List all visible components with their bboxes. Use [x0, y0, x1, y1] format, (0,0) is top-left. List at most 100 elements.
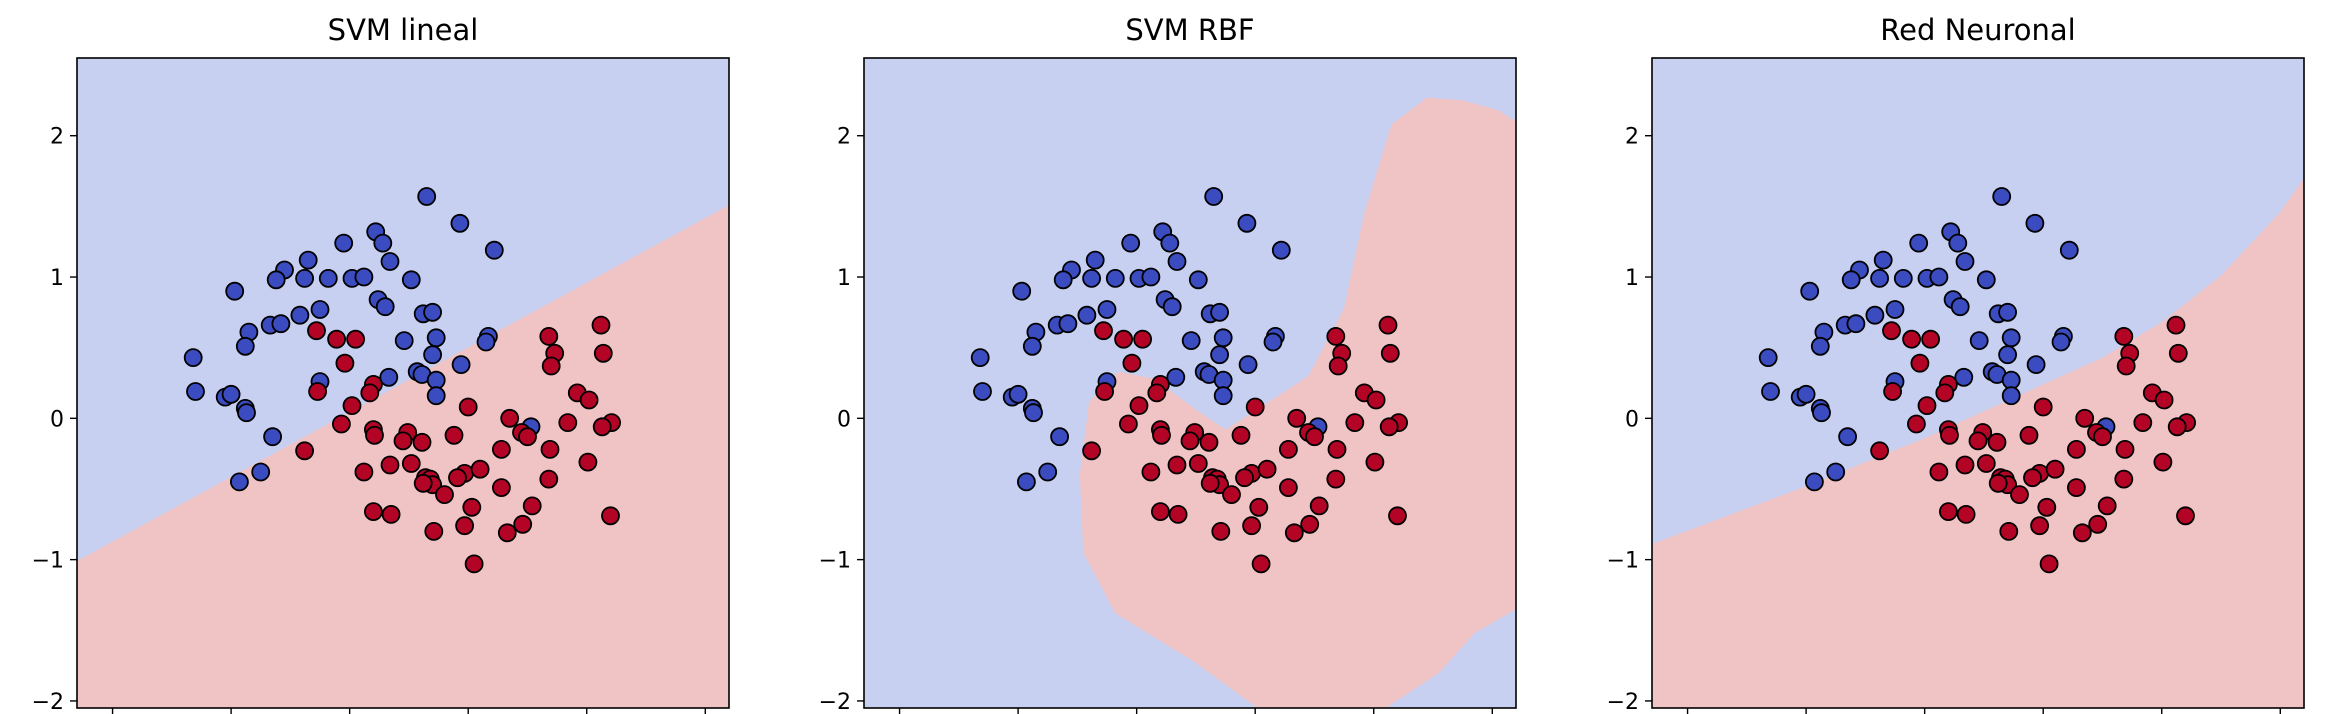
point-class0 [1865, 305, 1885, 325]
point-class0 [1038, 462, 1058, 482]
point-class1 [1328, 356, 1348, 376]
point-class0 [271, 314, 291, 334]
point-class0 [263, 427, 283, 447]
point-class1 [464, 554, 484, 574]
point-class0 [1188, 270, 1208, 290]
point-class0 [266, 270, 286, 290]
point-class1 [2066, 478, 2086, 498]
point-class0 [1804, 472, 1824, 492]
point-class1 [380, 455, 400, 475]
point-class1 [491, 439, 511, 459]
point-class0 [183, 348, 203, 368]
point-class0 [2001, 370, 2021, 390]
point-class1 [2075, 408, 2095, 428]
point-class0 [251, 462, 271, 482]
point-class0 [1077, 305, 1097, 325]
point-class1 [2039, 554, 2059, 574]
point-class1 [558, 413, 578, 433]
point-class0 [1097, 300, 1117, 319]
point-class1 [1999, 521, 2019, 541]
point-class0 [1213, 370, 1233, 390]
data-points [183, 187, 621, 574]
point-class0 [401, 270, 421, 290]
point-class0 [1204, 187, 1224, 206]
point-class0 [225, 281, 245, 301]
point-class0 [1022, 336, 1042, 356]
point-class1 [413, 473, 433, 493]
point-class1 [1147, 383, 1167, 403]
y-axis: −2 −1 0 1 2 [32, 125, 77, 714]
point-class1 [1976, 454, 1996, 473]
point-class1 [522, 496, 542, 516]
point-class1 [2133, 413, 2153, 433]
point-class1 [455, 516, 475, 536]
point-class1 [1917, 396, 1937, 416]
data-points [1758, 187, 2196, 574]
point-class1 [2010, 485, 2029, 505]
point-class1 [1118, 414, 1138, 434]
point-class0 [1846, 314, 1866, 334]
point-class1 [307, 321, 326, 341]
point-class1 [1326, 326, 1346, 346]
point-class0 [1213, 386, 1233, 406]
point-class1 [1327, 439, 1347, 459]
point-class0 [423, 345, 443, 365]
point-class0 [1992, 187, 2012, 206]
point-class1 [593, 343, 613, 363]
point-class1 [331, 414, 351, 434]
point-class0 [379, 367, 399, 387]
point-class0 [229, 472, 249, 492]
point-class0 [394, 331, 414, 351]
point-class1 [592, 417, 612, 437]
region-class1 [77, 205, 729, 708]
point-class0 [1181, 331, 1201, 351]
point-class1 [2166, 315, 2186, 335]
panel-title: Red Neuronal [1880, 13, 2075, 47]
y-tick-label: −2 [32, 690, 64, 714]
point-class0 [1141, 267, 1161, 287]
point-class1 [1378, 315, 1398, 335]
point-class0 [1885, 300, 1905, 319]
point-class0 [973, 382, 992, 401]
point-class1 [1300, 514, 1320, 534]
y-tick-label: 1 [1625, 266, 1639, 291]
point-class0 [375, 297, 395, 317]
point-class1 [1152, 425, 1171, 445]
y-tick-label: 1 [50, 266, 64, 291]
point-class1 [1987, 432, 2007, 452]
decision-regions [864, 58, 1516, 708]
point-class1 [2019, 425, 2039, 445]
point-class0 [1167, 252, 1187, 271]
point-class1 [1095, 382, 1115, 401]
point-class1 [1242, 516, 1262, 536]
point-class0 [1954, 367, 1974, 387]
point-class1 [2115, 439, 2135, 459]
point-class0 [2051, 332, 2071, 352]
point-class0 [1263, 332, 1283, 352]
point-class0 [1238, 355, 1258, 375]
point-class1 [1988, 473, 2008, 493]
point-class0 [373, 233, 393, 253]
point-class1 [458, 397, 478, 417]
point-class1 [2088, 514, 2108, 534]
point-class0 [1950, 297, 1970, 317]
point-class1 [2072, 523, 2092, 543]
point-class1 [1935, 383, 1955, 403]
point-class1 [462, 497, 482, 517]
point-class1 [360, 383, 380, 403]
point-class1 [1167, 455, 1187, 475]
point-class1 [1150, 502, 1170, 522]
point-class1 [2045, 459, 2065, 479]
point-class0 [423, 302, 443, 322]
point-class1 [1257, 459, 1277, 479]
point-class1 [579, 390, 599, 410]
point-class1 [1906, 414, 1926, 434]
panel-title: SVM lineal [328, 13, 479, 47]
y-axis: −2 −1 0 1 2 [1607, 125, 1652, 714]
y-tick-label: 2 [1625, 125, 1639, 150]
y-tick-label: 2 [50, 125, 64, 150]
point-class1 [1870, 441, 1890, 461]
point-class1 [591, 315, 611, 335]
point-class1 [335, 353, 355, 373]
